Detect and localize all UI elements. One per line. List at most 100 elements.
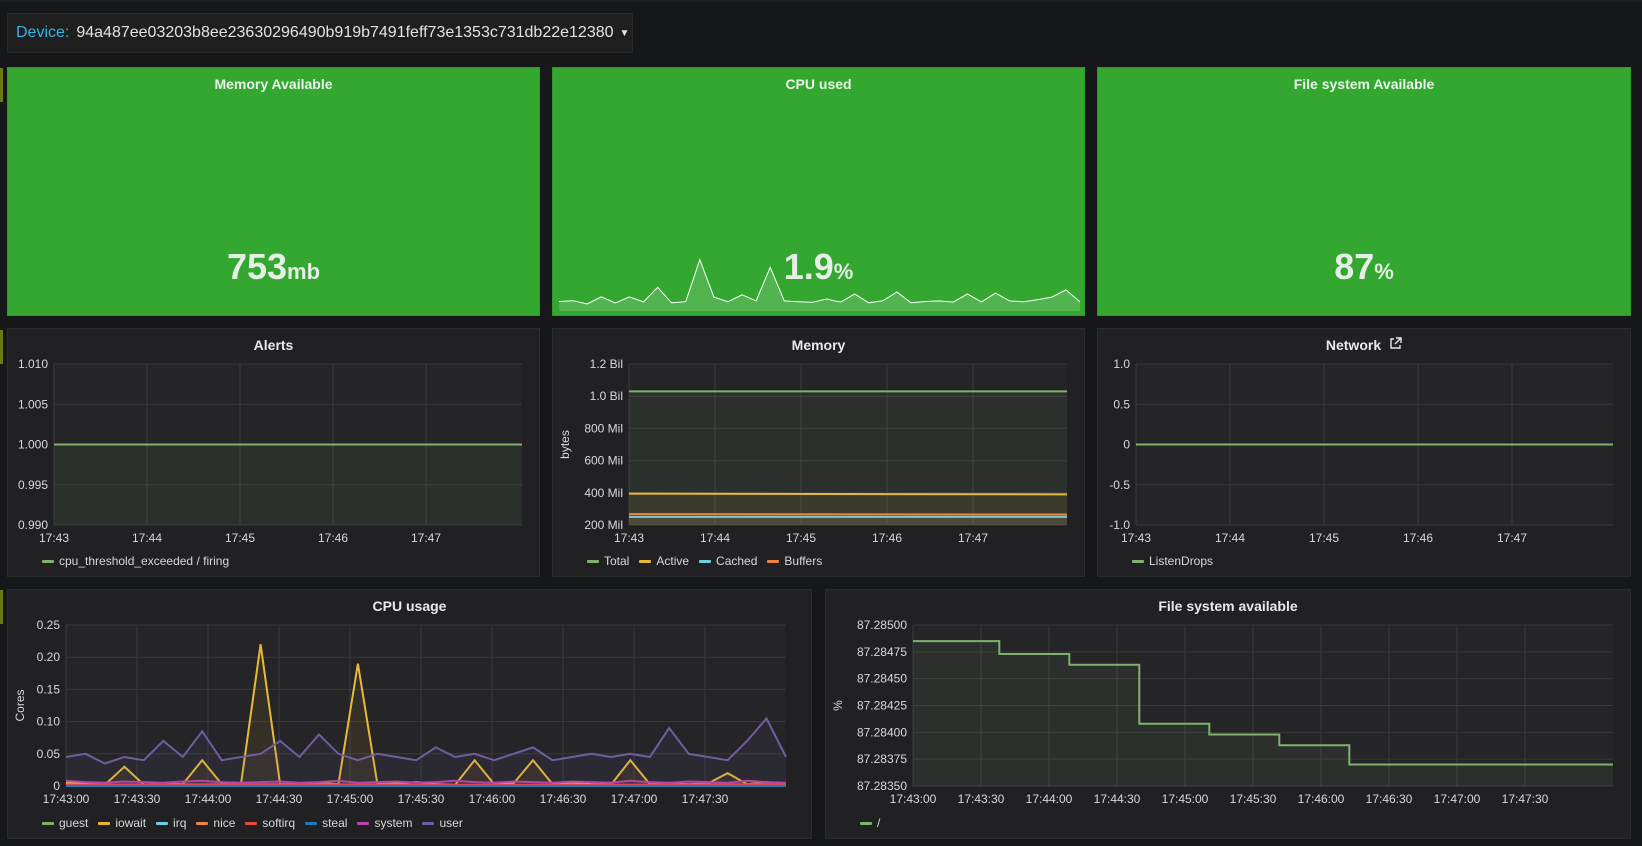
legend-label[interactable]: Total [604, 554, 630, 568]
y-tick-label: 1.010 [18, 357, 48, 371]
stat-panel-memory-available[interactable]: Memory Available 753mb [7, 67, 540, 316]
panel-title[interactable]: Memory [791, 337, 846, 353]
caret-down-icon[interactable]: ▼ [619, 27, 630, 39]
legend-label[interactable]: cpu_threshold_exceeded / firing [59, 554, 230, 568]
y-tick-label: 600 Mil [584, 454, 623, 468]
panel-title[interactable]: File system available [1158, 598, 1298, 614]
legend-item-softirq[interactable]: softirq [245, 816, 295, 830]
series-line-/[interactable] [913, 640, 1613, 766]
legend-label[interactable]: / [877, 816, 881, 830]
y-axis-label: bytes [558, 430, 572, 459]
panel-title[interactable]: Memory Available [214, 76, 333, 92]
legend-swatch [860, 821, 872, 825]
panel-title[interactable]: Network [1325, 337, 1382, 353]
stat-unit: % [833, 259, 854, 284]
x-tick-label: 17:46:30 [1366, 792, 1413, 806]
y-axis-label: Cores [13, 689, 27, 721]
legend-label[interactable]: iowait [115, 816, 147, 830]
legend-label[interactable]: irq [173, 816, 187, 830]
legend-swatch [245, 821, 258, 825]
legend-label[interactable]: system [374, 816, 413, 830]
device-value[interactable]: 94a487ee03203b8ee23630296490b919b7491fef… [76, 24, 614, 41]
panel-title-row: Network [1098, 337, 1630, 353]
stat-value: 753mb [8, 246, 539, 288]
legend-label[interactable]: Active [656, 554, 690, 568]
x-tick-label: 17:43:00 [43, 792, 90, 806]
x-tick-label: 17:44:30 [256, 792, 303, 806]
legend-label[interactable]: Cached [716, 554, 758, 568]
series-line-softirq[interactable] [65, 783, 787, 786]
x-tick-label: 17:44 [700, 531, 730, 545]
row-marker[interactable] [0, 330, 3, 364]
series-line-user[interactable] [65, 716, 787, 765]
legend-label[interactable]: softirq [262, 816, 296, 830]
legend-item-/[interactable]: / [860, 816, 880, 830]
legend-item-Active[interactable]: Active [639, 554, 689, 568]
legend-item-Cached[interactable]: Cached [699, 554, 757, 568]
legend-item-steal[interactable]: steal [305, 816, 347, 830]
sparkline-cpu [559, 258, 1080, 311]
top-border [0, 0, 1642, 2]
graph-panel-file-system-available[interactable]: File system available 87.28500 87.28475 87… [825, 589, 1631, 839]
panel-title[interactable]: CPU usage [372, 598, 447, 614]
y-tick-label: 0.5 [1113, 397, 1130, 411]
y-tick-label: 87.28425 [857, 699, 907, 713]
x-tick-label: 17:44 [132, 531, 162, 545]
graph-panel-network[interactable]: Network 1.0 0.5 0 -0.5 -1.0 17:43 17:44 17:45 17… [1097, 328, 1631, 577]
legend-label[interactable]: user [439, 816, 463, 830]
legend-swatch [767, 559, 780, 563]
panel-title[interactable]: Alerts [253, 337, 294, 353]
y-tick-label: 0.15 [37, 682, 61, 696]
legend-label[interactable]: guest [59, 816, 89, 830]
file-system-chart[interactable]: 87.28500 87.28475 87.28450 87.28425 87.28400… [826, 590, 1632, 840]
y-tick-label: 87.28400 [857, 725, 907, 739]
series-area-Buffers [629, 514, 1067, 525]
stat-panel-cpu-used[interactable]: CPU used 1.9% [552, 67, 1085, 316]
graph-panel-alerts[interactable]: Alerts 1.010 1.005 1.000 0.995 0.990 17:43 17:… [7, 328, 540, 577]
legend-label[interactable]: steal [322, 816, 348, 830]
stat-number: 1.9 [783, 246, 834, 287]
legend-item-user[interactable]: user [422, 816, 463, 830]
network-chart[interactable]: 1.0 0.5 0 -0.5 -1.017:43 17:44 17:45 17:46 17:47 [1098, 329, 1632, 578]
y-tick-label: 87.28375 [857, 752, 907, 766]
panel-title[interactable]: CPU used [785, 76, 852, 92]
x-tick-label: 17:46:00 [469, 792, 516, 806]
stat-panel-file-system-available[interactable]: File system Available 87% [1097, 67, 1631, 316]
legend-item-Total[interactable]: Total [587, 554, 629, 568]
x-tick-label: 17:45 [225, 531, 255, 545]
external-link-icon[interactable] [1389, 337, 1402, 350]
legend-item-Buffers[interactable]: Buffers [767, 554, 822, 568]
legend-item-iowait[interactable]: iowait [98, 816, 146, 830]
graph-panel-memory[interactable]: Memory 1.2 Bil 1.0 Bil 800 Mil 600 Mil 400 M… [552, 328, 1085, 577]
legend-swatch [639, 559, 652, 563]
legend-swatch [42, 821, 54, 825]
legend-item-irq[interactable]: irq [156, 816, 186, 830]
legend-item-cpu_threshold_exceeded / firing[interactable]: cpu_threshold_exceeded / firing [42, 554, 229, 568]
legend-item-guest[interactable]: guest [42, 816, 88, 830]
legend-item-ListenDrops[interactable]: ListenDrops [1132, 554, 1213, 568]
legend-swatch [156, 821, 169, 825]
graph-panel-cpu-usage[interactable]: CPU usage 0.25 0.20 0.15 0.10 0.05 0 17:43:00 1… [7, 589, 812, 839]
legend-label[interactable]: nice [213, 816, 236, 830]
y-tick-label: 0.25 [37, 618, 61, 632]
legend-label[interactable]: Buffers [784, 554, 823, 568]
legend-item-system[interactable]: system [357, 816, 412, 830]
series-line-Active[interactable] [628, 492, 1068, 496]
y-tick-label: 0.05 [37, 747, 61, 761]
y-tick-label: 0.20 [37, 650, 61, 664]
panel-title[interactable]: File system Available [1293, 76, 1435, 92]
row-marker[interactable] [0, 590, 3, 624]
memory-chart[interactable]: 1.2 Bil 1.0 Bil 800 Mil 600 Mil 400 Mil 200 M… [553, 329, 1086, 578]
series-line-system[interactable] [65, 779, 787, 784]
x-tick-label: 17:47:00 [1434, 792, 1481, 806]
legend-item-nice[interactable]: nice [196, 816, 235, 830]
x-tick-label: 17:43 [614, 531, 644, 545]
y-tick-label: 1.0 [1113, 357, 1130, 371]
row-marker[interactable] [0, 68, 3, 102]
legend-label[interactable]: ListenDrops [1149, 554, 1214, 568]
series-area-user [66, 718, 786, 786]
cpu-usage-chart[interactable]: 0.25 0.20 0.15 0.10 0.05 017:43:00 17:43:30 17:… [8, 590, 813, 840]
device-variable-selector[interactable]: Device: 94a487ee03203b8ee23630296490b919… [7, 13, 633, 53]
y-tick-label: 0 [53, 779, 60, 793]
